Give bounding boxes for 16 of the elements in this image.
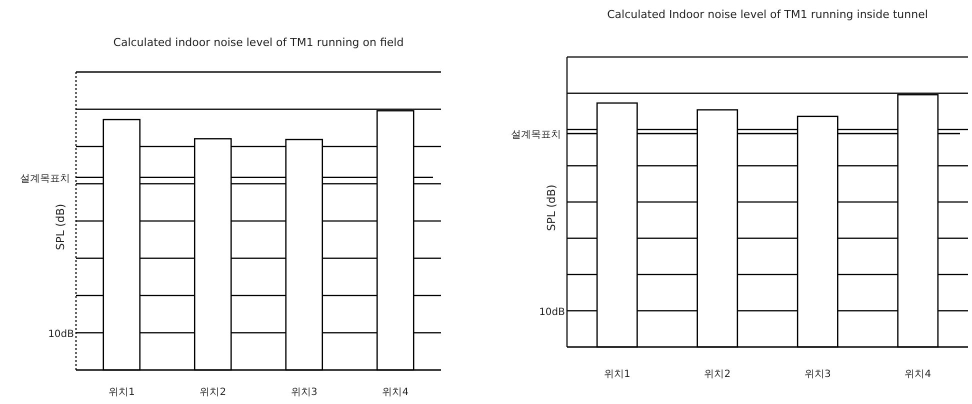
x-tick-label: 위치2 bbox=[704, 369, 731, 380]
x-tick-label: 위치3 bbox=[804, 369, 831, 380]
y-axis-title: SPL (dB) bbox=[545, 184, 558, 231]
text: 10dB bbox=[539, 306, 566, 318]
x-tick-label: 위치2 bbox=[200, 387, 226, 398]
x-tick-label: 위치1 bbox=[108, 387, 135, 398]
x-tick-label: 위치4 bbox=[382, 387, 409, 398]
ref-line-label: 설계목표치 bbox=[20, 173, 70, 184]
text: 10dB bbox=[48, 328, 74, 340]
chart-title: Calculated Indoor noise level of TM1 running inside tunnel bbox=[607, 8, 928, 21]
x-tick-label: 위치3 bbox=[290, 387, 318, 398]
x-tick-label: 위치4 bbox=[904, 369, 932, 380]
chart-title: Calculated indoor noise level of TM1 running on field bbox=[113, 36, 404, 49]
x-tick-label: 위치1 bbox=[604, 369, 630, 380]
ref-line-label: 설계목표치 bbox=[511, 130, 561, 141]
y-axis-title: SPL (dB) bbox=[54, 204, 67, 250]
